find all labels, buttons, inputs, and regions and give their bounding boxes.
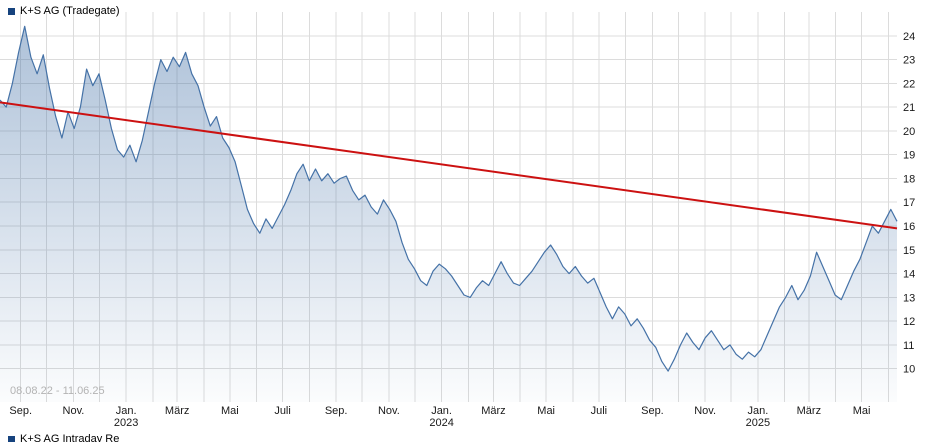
- svg-text:2025: 2025: [746, 417, 770, 429]
- svg-text:Jan.: Jan.: [431, 405, 452, 417]
- svg-text:21: 21: [903, 102, 915, 114]
- svg-text:März: März: [165, 405, 189, 417]
- intraday-series-label: K+S AG Intraday Re: [20, 433, 120, 442]
- svg-text:23: 23: [903, 55, 915, 67]
- date-range-label: 08.08.22 - 11.06.25: [10, 385, 105, 397]
- svg-text:Mai: Mai: [853, 405, 871, 417]
- legend-top: K+S AG (Tradegate): [8, 5, 120, 17]
- legend-bottom: K+S AG Intraday Re: [8, 433, 119, 442]
- svg-text:Nov.: Nov.: [694, 405, 716, 417]
- svg-text:Jan.: Jan.: [116, 405, 137, 417]
- svg-text:10: 10: [903, 364, 915, 376]
- svg-text:20: 20: [903, 126, 915, 138]
- svg-text:März: März: [797, 405, 821, 417]
- svg-text:2023: 2023: [114, 417, 138, 429]
- series-marker-icon: [8, 7, 15, 15]
- svg-text:Juli: Juli: [274, 405, 291, 417]
- svg-text:Nov.: Nov.: [378, 405, 400, 417]
- svg-text:Sep.: Sep.: [641, 405, 664, 417]
- svg-text:Jan.: Jan.: [747, 405, 768, 417]
- svg-text:Nov.: Nov.: [63, 405, 85, 417]
- svg-text:Mai: Mai: [221, 405, 239, 417]
- svg-text:19: 19: [903, 150, 915, 162]
- svg-text:17: 17: [903, 197, 915, 209]
- svg-text:16: 16: [903, 221, 915, 233]
- svg-text:24: 24: [903, 31, 915, 43]
- svg-text:12: 12: [903, 316, 915, 328]
- svg-text:13: 13: [903, 292, 915, 304]
- svg-text:22: 22: [903, 78, 915, 90]
- series-marker-icon: [8, 435, 15, 442]
- svg-text:2024: 2024: [429, 417, 453, 429]
- svg-text:März: März: [481, 405, 505, 417]
- svg-text:11: 11: [903, 340, 914, 352]
- svg-text:Sep.: Sep.: [9, 405, 32, 417]
- svg-text:15: 15: [903, 245, 915, 257]
- svg-text:Mai: Mai: [537, 405, 555, 417]
- series-label: K+S AG (Tradegate): [20, 5, 120, 17]
- svg-text:Juli: Juli: [591, 405, 608, 417]
- svg-text:Sep.: Sep.: [325, 405, 348, 417]
- svg-text:18: 18: [903, 173, 915, 185]
- svg-text:14: 14: [903, 269, 915, 281]
